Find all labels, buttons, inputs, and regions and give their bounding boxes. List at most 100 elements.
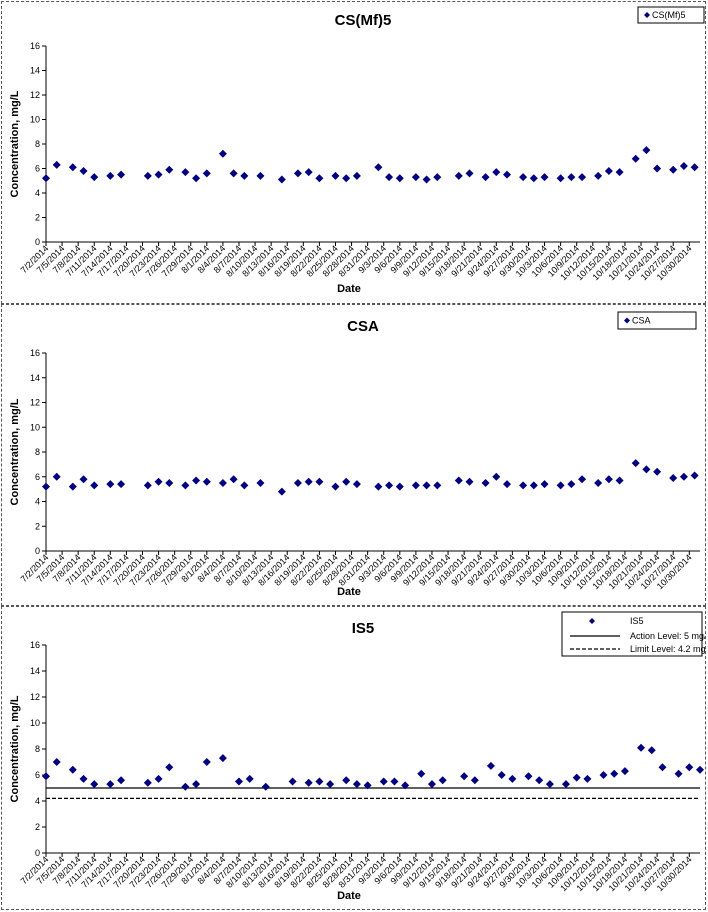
data-point — [42, 772, 50, 781]
data-point — [696, 765, 704, 774]
data-point — [304, 168, 313, 177]
data-point — [481, 478, 490, 487]
data-point — [374, 163, 383, 172]
y-axis-label: Concentration, mg/L — [9, 90, 21, 197]
data-point — [599, 771, 608, 779]
y-axis-label: Concentration, mg/L — [9, 398, 21, 505]
data-point — [192, 476, 201, 485]
data-point — [52, 160, 61, 169]
data-point — [352, 171, 361, 180]
data-point — [470, 776, 479, 785]
chart-title: CSA — [347, 318, 379, 335]
data-point — [385, 173, 394, 182]
y-tick-label: 6 — [35, 472, 40, 482]
data-point — [594, 171, 603, 180]
data-point — [561, 780, 570, 789]
data-point — [154, 774, 163, 783]
data-point — [433, 173, 442, 182]
data-point — [165, 478, 174, 487]
y-tick-label: 16 — [30, 41, 40, 51]
data-point — [229, 169, 238, 178]
y-tick-label: 2 — [35, 822, 40, 832]
data-point — [492, 168, 501, 177]
data-point — [245, 774, 254, 783]
legend-label: Action Level: 5 mg/L — [630, 631, 705, 641]
data-point — [653, 467, 662, 476]
data-point — [304, 477, 313, 486]
data-point — [497, 771, 506, 779]
data-point — [567, 480, 576, 489]
data-point — [642, 465, 651, 474]
data-point — [508, 774, 517, 783]
data-point — [304, 778, 313, 787]
data-point — [326, 780, 335, 789]
data-point — [192, 780, 201, 789]
data-point — [143, 171, 152, 180]
data-point — [342, 174, 351, 183]
y-tick-label: 2 — [35, 521, 40, 531]
data-point — [631, 154, 640, 163]
data-point — [117, 480, 126, 489]
data-point — [379, 777, 388, 786]
chart-panel-csmf5: CS(Mf)5 0 2 4 6 8 10 12 14 16 7/2/2014 7/5/2014 7/8/… — [1, 1, 706, 304]
data-point — [106, 480, 115, 489]
data-point — [503, 170, 512, 179]
data-point — [454, 171, 463, 180]
data-point — [293, 169, 302, 178]
y-tick-label: 4 — [35, 497, 40, 507]
data-point — [90, 173, 99, 182]
y-tick-label: 10 — [30, 115, 40, 125]
legend-marker — [624, 317, 630, 324]
y-tick-label: 0 — [35, 848, 40, 858]
data-point — [68, 765, 77, 774]
y-tick-label: 8 — [35, 744, 40, 754]
data-point — [218, 478, 227, 487]
data-point — [454, 476, 463, 485]
y-tick-label: 0 — [35, 237, 40, 247]
data-point — [427, 780, 436, 789]
y-tick-label: 8 — [35, 139, 40, 149]
data-point — [519, 173, 528, 182]
data-point — [653, 164, 662, 173]
y-tick-label: 12 — [30, 90, 40, 100]
data-point — [594, 478, 603, 487]
data-point — [642, 146, 651, 155]
data-point — [181, 782, 190, 791]
data-point — [202, 169, 211, 178]
chart-is5: IS502468101214167/2/20147/5/20147/8/2014… — [9, 611, 705, 902]
data-point — [631, 459, 640, 468]
y-tick-label: 14 — [30, 373, 40, 383]
data-point — [411, 173, 420, 182]
y-tick-label: 4 — [35, 188, 40, 198]
data-point — [342, 776, 351, 785]
data-point — [545, 780, 554, 789]
chart-title: IS5 — [352, 620, 375, 637]
data-point — [460, 772, 469, 781]
data-point — [352, 780, 361, 789]
data-point — [288, 777, 297, 786]
data-point — [411, 481, 420, 490]
data-point — [519, 481, 528, 490]
data-point — [690, 163, 699, 172]
legend-marker — [589, 618, 595, 624]
data-point — [572, 773, 581, 782]
data-point — [679, 162, 688, 171]
data-point — [578, 173, 587, 182]
data-point — [422, 481, 431, 490]
legend-label: CS(Mf)5 — [652, 10, 686, 20]
data-point — [256, 171, 265, 180]
data-point — [315, 777, 324, 786]
y-axis-label: Concentration, mg/L — [9, 695, 21, 802]
data-point — [363, 781, 372, 790]
data-point — [42, 482, 50, 491]
data-point — [658, 763, 667, 772]
data-point — [218, 149, 227, 158]
data-point — [277, 487, 286, 496]
data-point — [567, 173, 576, 182]
data-point — [556, 174, 565, 183]
data-point — [165, 763, 174, 772]
legend-box — [617, 311, 697, 330]
data-point — [79, 475, 88, 484]
data-point — [240, 481, 249, 490]
data-point — [229, 475, 238, 484]
